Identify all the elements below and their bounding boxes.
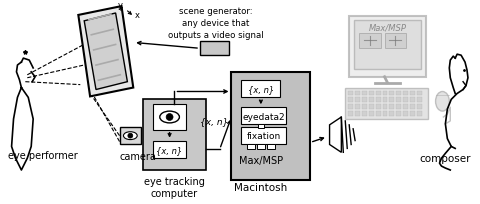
Bar: [403, 112, 408, 116]
Polygon shape: [78, 7, 133, 97]
Bar: [345, 88, 428, 119]
Bar: [355, 105, 360, 110]
Text: {x, n}: {x, n}: [200, 117, 228, 126]
Bar: [403, 105, 408, 110]
Bar: [396, 98, 401, 103]
Bar: [241, 108, 287, 124]
Bar: [355, 91, 360, 96]
Text: fixation: fixation: [247, 132, 281, 141]
Polygon shape: [330, 118, 341, 153]
Bar: [410, 105, 415, 110]
Bar: [376, 91, 381, 96]
Bar: [410, 91, 415, 96]
Text: {x, n}: {x, n}: [156, 145, 183, 154]
Text: Max/MSP: Max/MSP: [369, 24, 407, 33]
Bar: [153, 105, 186, 130]
Bar: [417, 112, 422, 116]
Bar: [362, 112, 367, 116]
Bar: [348, 105, 353, 110]
Bar: [241, 127, 287, 144]
Bar: [383, 98, 387, 103]
Bar: [383, 105, 387, 110]
Text: y: y: [118, 1, 123, 10]
Ellipse shape: [160, 112, 180, 123]
Bar: [383, 91, 387, 96]
Text: eyedata2: eyedata2: [242, 112, 285, 121]
Bar: [396, 112, 401, 116]
Bar: [369, 105, 374, 110]
Bar: [348, 91, 353, 96]
Bar: [389, 105, 395, 110]
Bar: [247, 144, 255, 150]
Bar: [355, 98, 360, 103]
Bar: [359, 33, 381, 49]
Text: Max/MSP: Max/MSP: [239, 155, 283, 165]
Bar: [362, 91, 367, 96]
Bar: [120, 127, 141, 145]
Bar: [200, 42, 229, 56]
Bar: [348, 98, 353, 103]
Bar: [369, 98, 374, 103]
Bar: [403, 91, 408, 96]
Bar: [376, 98, 381, 103]
Bar: [231, 72, 310, 180]
Bar: [348, 112, 353, 116]
Bar: [389, 98, 395, 103]
Bar: [417, 98, 422, 103]
Text: camera: camera: [120, 152, 156, 162]
Bar: [417, 91, 422, 96]
Bar: [257, 144, 265, 150]
Bar: [410, 112, 415, 116]
Text: eye tracking
computer: eye tracking computer: [144, 176, 205, 198]
Bar: [153, 141, 186, 159]
Ellipse shape: [123, 132, 137, 140]
Bar: [258, 124, 264, 128]
Bar: [383, 112, 387, 116]
Bar: [362, 105, 367, 110]
Bar: [417, 105, 422, 110]
Text: composer: composer: [420, 154, 471, 164]
Text: x: x: [135, 11, 140, 20]
Text: {x, n}: {x, n}: [248, 85, 274, 94]
Bar: [389, 91, 395, 96]
Text: Macintosh: Macintosh: [234, 182, 288, 192]
Bar: [369, 112, 374, 116]
Circle shape: [128, 134, 133, 139]
Ellipse shape: [435, 92, 449, 112]
Bar: [389, 112, 395, 116]
Bar: [410, 98, 415, 103]
Bar: [355, 112, 360, 116]
Text: scene generator:
any device that
outputs a video signal: scene generator: any device that outputs…: [168, 7, 264, 40]
Bar: [241, 80, 280, 98]
Bar: [267, 144, 275, 150]
Bar: [403, 98, 408, 103]
Bar: [376, 112, 381, 116]
Polygon shape: [84, 14, 127, 90]
Bar: [354, 21, 421, 70]
Bar: [369, 91, 374, 96]
Bar: [362, 98, 367, 103]
Text: eye performer: eye performer: [8, 151, 77, 161]
Bar: [396, 105, 401, 110]
Bar: [349, 17, 426, 77]
Bar: [376, 105, 381, 110]
Circle shape: [166, 114, 173, 121]
Bar: [143, 100, 206, 170]
Bar: [396, 91, 401, 96]
Bar: [384, 33, 406, 49]
